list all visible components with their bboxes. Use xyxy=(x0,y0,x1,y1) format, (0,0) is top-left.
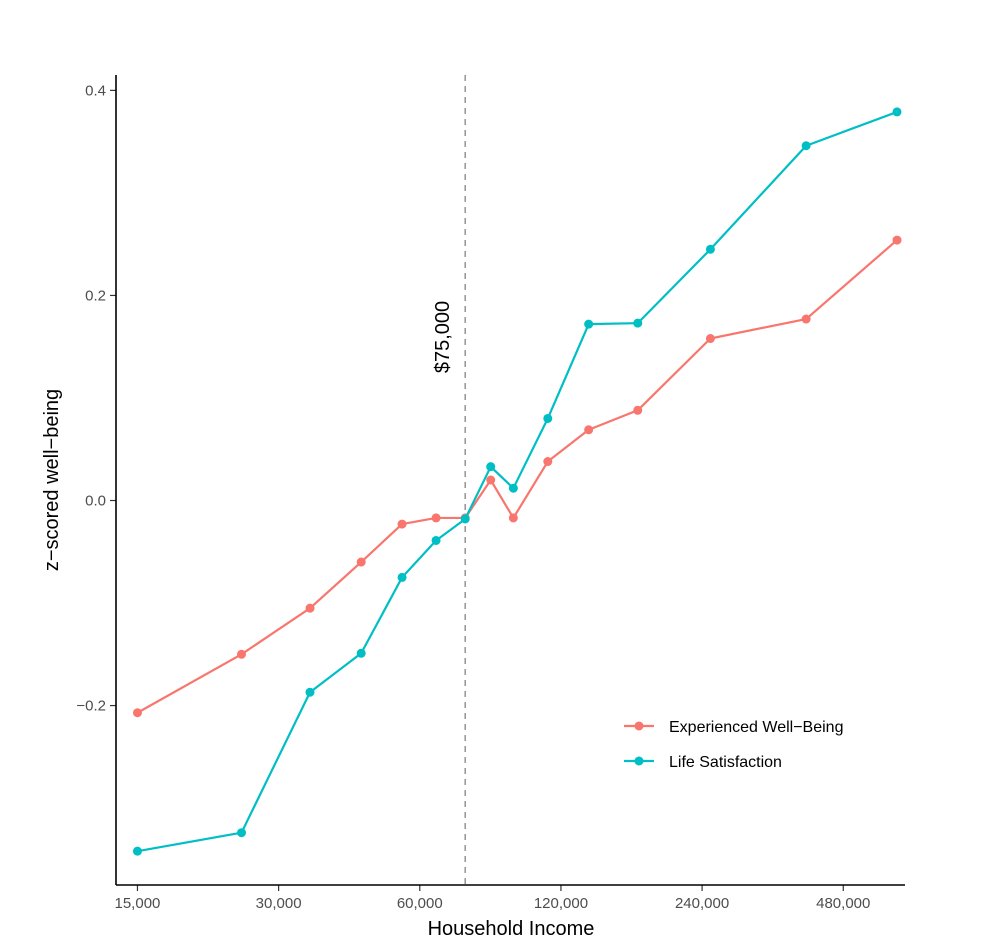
y-tick-label: −0.2 xyxy=(76,698,106,715)
data-point xyxy=(892,235,902,245)
legend: Experienced Well−Being Life Satisfaction xyxy=(624,719,843,771)
x-tick-label: 60,000 xyxy=(397,895,443,912)
data-point xyxy=(633,318,643,328)
data-point xyxy=(543,457,553,467)
data-point xyxy=(236,828,246,838)
data-point xyxy=(801,314,811,324)
reference-line-label: $75,000 xyxy=(432,301,454,373)
series-line-1 xyxy=(136,239,898,714)
data-point xyxy=(132,708,142,718)
data-point xyxy=(584,425,594,435)
data-point xyxy=(801,141,811,151)
data-point xyxy=(486,462,496,472)
data-point xyxy=(397,572,407,582)
x-tick-label: 30,000 xyxy=(256,895,302,912)
data-point xyxy=(584,319,594,329)
series-line-2 xyxy=(137,110,898,853)
data-point xyxy=(236,649,246,659)
data-point xyxy=(305,687,315,697)
y-axis-ticks: −0.2 0.0 0.2 0.4 xyxy=(76,82,116,715)
y-tick-label: 0.2 xyxy=(85,287,106,304)
data-point xyxy=(705,244,715,254)
data-point xyxy=(892,107,902,117)
legend-label: Life Satisfaction xyxy=(669,754,782,771)
data-point xyxy=(431,535,441,545)
x-tick-label: 120,000 xyxy=(534,895,588,912)
data-point xyxy=(633,405,643,415)
y-tick-label: 0.4 xyxy=(85,82,106,99)
y-axis-title: z−scored well−being xyxy=(41,389,63,571)
data-point xyxy=(431,513,441,523)
x-tick-label: 15,000 xyxy=(115,895,161,912)
data-point xyxy=(460,514,470,524)
data-point xyxy=(543,413,553,423)
x-tick-label: 240,000 xyxy=(675,895,729,912)
x-axis-title: Household Income xyxy=(428,918,595,940)
data-point xyxy=(397,519,407,529)
data-point xyxy=(305,603,315,613)
series-group xyxy=(132,107,902,856)
x-tick-label: 480,000 xyxy=(816,895,870,912)
legend-key-point xyxy=(634,756,644,766)
legend-key-point xyxy=(634,721,644,731)
x-axis-ticks: 15,000 30,000 60,000 120,000 240,000 480,000 xyxy=(115,885,870,912)
data-point xyxy=(486,475,496,485)
data-point xyxy=(705,334,715,344)
data-point xyxy=(356,557,366,567)
data-point xyxy=(132,846,142,856)
data-point xyxy=(508,483,518,493)
legend-label: Experienced Well−Being xyxy=(669,719,843,736)
data-point xyxy=(508,513,518,523)
y-tick-label: 0.0 xyxy=(85,493,106,510)
data-point xyxy=(356,648,366,658)
